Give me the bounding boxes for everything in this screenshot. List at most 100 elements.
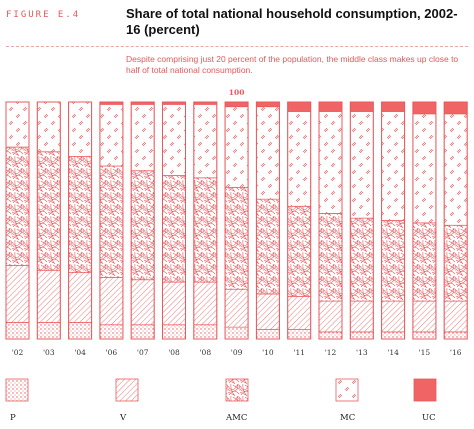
x-tick-label: '07 xyxy=(137,348,149,357)
bar-segment-v-9 xyxy=(287,295,312,330)
bar-segment-mc-6 xyxy=(193,104,218,179)
bar-segment-uc-13 xyxy=(412,101,437,115)
bar-segment-v-2 xyxy=(68,272,92,323)
bar-segment-amc-14 xyxy=(443,224,468,302)
legend-item-uc: UC xyxy=(413,378,437,423)
legend-label: AMC xyxy=(225,413,247,423)
bar-segment-amc-4 xyxy=(130,170,155,281)
bar-segment-p-2 xyxy=(68,322,92,340)
bar-segment-v-10 xyxy=(318,300,343,333)
x-tick-label: '15 xyxy=(419,348,431,357)
bar-0 xyxy=(5,101,30,340)
bar-6 xyxy=(193,101,218,340)
bar-segment-uc-12 xyxy=(381,101,405,112)
bar-outline-10 xyxy=(318,101,343,340)
bar-segment-v-13 xyxy=(412,300,437,333)
bar-segment-mc-3 xyxy=(99,104,124,167)
bar-segment-mc-9 xyxy=(287,111,312,207)
bar-segment-amc-7 xyxy=(224,186,249,290)
bar-1 xyxy=(36,101,61,340)
bar-segment-v-4 xyxy=(130,279,155,326)
bar-segment-mc-2 xyxy=(68,101,92,157)
bar-segment-p-3 xyxy=(99,324,124,340)
bar-segment-amc-12 xyxy=(381,220,405,302)
bar-2 xyxy=(68,101,93,340)
x-tick-label: '03 xyxy=(43,348,55,357)
x-tick-label: '04 xyxy=(74,348,86,357)
bar-segment-p-0 xyxy=(5,322,30,340)
bar-segment-p-8 xyxy=(256,329,280,340)
bar-segment-amc-6 xyxy=(193,177,218,283)
bar-segment-uc-8 xyxy=(256,101,280,108)
chart-subtitle: Despite comprising just 20 percent of th… xyxy=(126,54,459,75)
bar-outline-3 xyxy=(99,101,124,340)
bar-segment-mc-11 xyxy=(349,111,374,219)
bar-segment-mc-8 xyxy=(256,106,280,200)
x-tick-label: '11 xyxy=(293,348,305,357)
bar-segment-v-5 xyxy=(162,281,186,326)
legend-item-v: V xyxy=(115,378,139,423)
bar-outline-12 xyxy=(381,101,406,340)
bar-outline-2 xyxy=(68,101,93,340)
x-tick-label: '08 xyxy=(168,348,180,357)
figure-label: FIGURE E.4 xyxy=(6,10,81,20)
bar-outline-6 xyxy=(193,101,218,340)
bar-segment-uc-11 xyxy=(349,101,374,112)
bar-segment-v-12 xyxy=(381,300,405,333)
bar-segment-mc-13 xyxy=(412,113,437,224)
bar-segment-uc-9 xyxy=(287,101,312,112)
bar-7 xyxy=(224,101,249,340)
bar-outline-11 xyxy=(349,101,374,340)
bar-8 xyxy=(255,101,280,340)
bar-segment-mc-4 xyxy=(130,104,155,172)
chart-title: Share of total national household consum… xyxy=(126,6,458,37)
bar-segment-mc-14 xyxy=(443,113,468,226)
bar-outline-5 xyxy=(162,101,186,340)
bar-segment-p-6 xyxy=(193,324,218,340)
bar-segment-v-7 xyxy=(224,288,249,328)
bar-5 xyxy=(162,101,186,340)
legend-swatch xyxy=(225,378,249,402)
bar-segment-p-10 xyxy=(318,331,343,340)
bar-segment-p-13 xyxy=(412,331,437,340)
bar-outline-8 xyxy=(255,101,280,340)
bar-segment-amc-2 xyxy=(68,156,92,273)
bar-segment-amc-8 xyxy=(256,198,280,295)
bar-segment-uc-14 xyxy=(443,101,468,115)
title-divider xyxy=(6,46,468,47)
bar-12 xyxy=(381,101,406,340)
bar-segment-amc-9 xyxy=(287,205,312,297)
annotation-label: 100 xyxy=(229,88,245,97)
bar-segment-amc-13 xyxy=(412,222,437,302)
x-tick-label: '06 xyxy=(106,348,118,357)
bar-14 xyxy=(443,101,468,340)
legend-label: V xyxy=(119,413,127,423)
bar-segment-v-3 xyxy=(99,277,124,326)
bar-segment-mc-10 xyxy=(318,111,343,214)
bar-3 xyxy=(99,101,124,340)
x-tick-label: '08 xyxy=(199,348,211,357)
bar-segment-p-14 xyxy=(443,331,468,340)
bar-segment-v-0 xyxy=(5,265,30,323)
legend-label: P xyxy=(10,413,16,423)
bar-outline-0 xyxy=(5,101,30,340)
bar-segment-mc-1 xyxy=(36,101,61,153)
bar-outline-7 xyxy=(224,101,249,340)
bar-outline-4 xyxy=(130,101,155,340)
bar-segment-amc-11 xyxy=(349,217,374,302)
bar-segment-amc-10 xyxy=(318,213,343,302)
bar-outline-1 xyxy=(36,101,61,340)
bar-segment-uc-7 xyxy=(224,101,249,108)
bar-segment-mc-7 xyxy=(224,106,249,188)
legend-item-amc: AMC xyxy=(225,378,249,423)
bar-outline-9 xyxy=(287,101,312,340)
bar-segment-p-12 xyxy=(381,331,405,340)
bar-segment-uc-10 xyxy=(318,101,343,112)
bar-4 xyxy=(130,101,155,340)
bar-segment-p-11 xyxy=(349,331,374,340)
x-tick-label: '16 xyxy=(450,348,462,357)
legend-label: MC xyxy=(340,413,355,423)
bar-segment-p-9 xyxy=(287,329,312,340)
bar-outline-14 xyxy=(443,101,468,340)
x-tick-label: '13 xyxy=(356,348,368,357)
